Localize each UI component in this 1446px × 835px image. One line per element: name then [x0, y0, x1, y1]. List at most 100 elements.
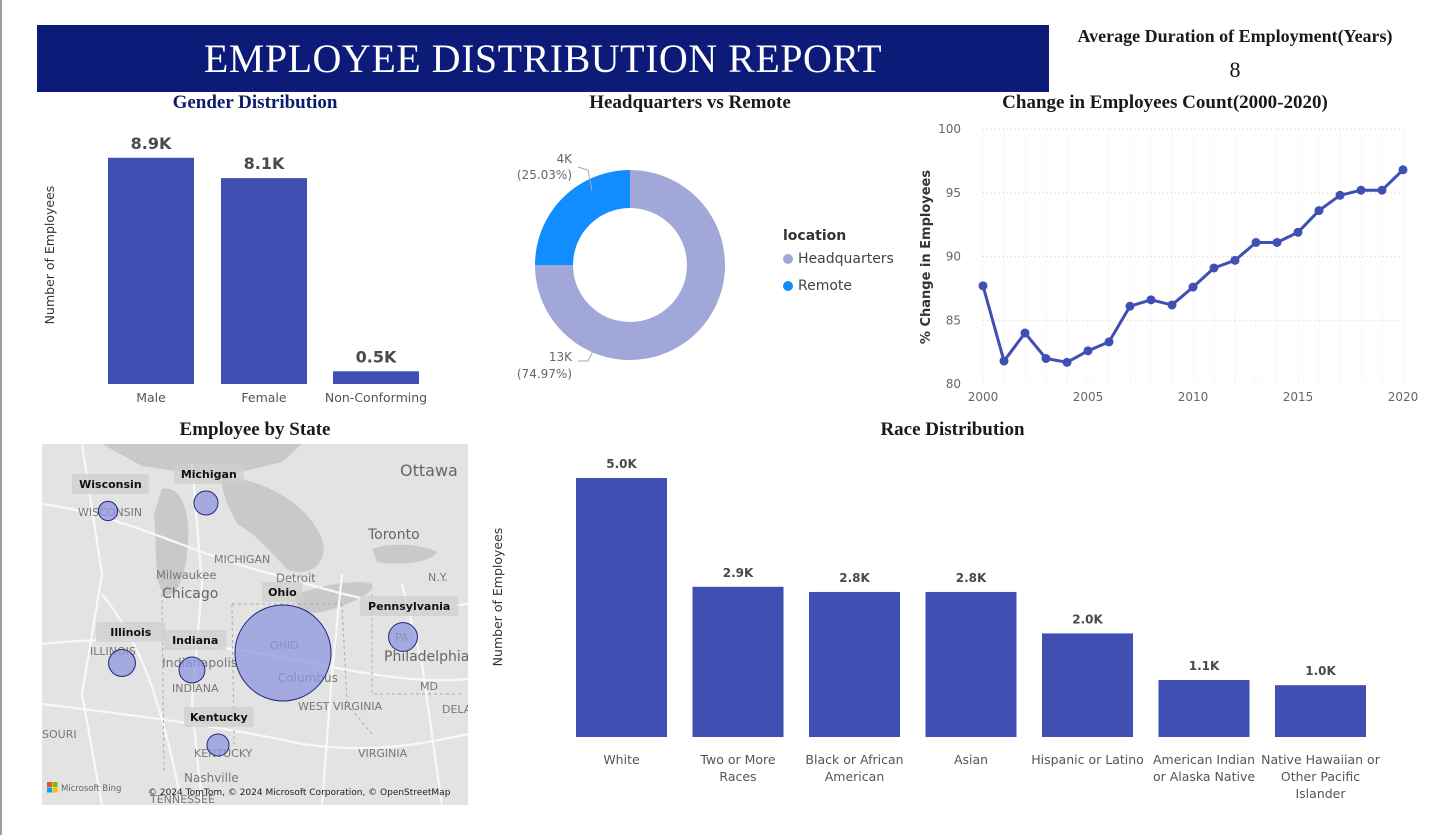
change-point-2014[interactable] [1272, 237, 1282, 247]
change-point-2005[interactable] [1083, 346, 1093, 356]
bubble-label-bg [72, 474, 149, 494]
y-tick-label: 100 [938, 122, 961, 136]
y-tick-label: 95 [946, 186, 961, 200]
bubble-label-kentucky: Kentucky [190, 711, 248, 724]
change-point-2002[interactable] [1020, 328, 1030, 338]
bubble-label-bg [360, 596, 459, 616]
change-point-2020[interactable] [1398, 165, 1408, 175]
change-point-2010[interactable] [1188, 282, 1198, 292]
race-category-line: Native Hawaiian or [1261, 752, 1381, 767]
race-category-line: Races [719, 769, 756, 784]
legend-item-remote[interactable]: Remote [783, 278, 894, 294]
change-point-2001[interactable] [999, 356, 1009, 366]
change-point-2009[interactable] [1167, 300, 1177, 310]
logo-square [52, 787, 58, 793]
bubble-indiana[interactable] [178, 656, 206, 684]
x-tick-label: 2015 [1283, 390, 1314, 404]
race-bar-hispanic-or-latino[interactable] [1042, 633, 1133, 737]
race-category-line: Islander [1295, 786, 1346, 801]
change-chart-title: Change in Employees Count(2000-2020) [1002, 92, 1328, 113]
race-category-label: Black or African American [805, 752, 903, 784]
lake-erie [295, 582, 373, 613]
change-point-2003[interactable] [1041, 354, 1051, 363]
map-state-border [341, 603, 348, 705]
change-line-chart: 80 85 90 95 100 2000 2005 2010 2015 2020 % Change … [919, 122, 1419, 404]
bubble-label-indiana: Indiana [172, 634, 218, 647]
race-bar-chart: 5.0K White 2.9K Two or More Races 2.8K Black o… [490, 457, 1381, 801]
race-bar-black-or-african-american[interactable] [809, 591, 900, 737]
race-bar-asian[interactable] [925, 591, 1017, 737]
race-category-label: Two or More Races [699, 752, 775, 784]
change-point-2015[interactable] [1293, 227, 1303, 237]
map-road [101, 593, 184, 805]
bubble-illinois[interactable] [108, 649, 136, 677]
bubble-label-wisconsin: Wisconsin [79, 478, 142, 491]
location-chart-title: Headquarters vs Remote [589, 92, 791, 113]
race-category-line: Hispanic or Latino [1031, 752, 1144, 767]
y-tick-label: 80 [946, 377, 961, 391]
map-place-indiana: INDIANA [172, 682, 219, 695]
change-point-2007[interactable] [1125, 301, 1135, 311]
change-point-2011[interactable] [1209, 263, 1219, 273]
gender-y-axis-label: Number of Employees [42, 186, 57, 325]
bubble-label-bg [174, 464, 244, 484]
bubble-label-bg [96, 622, 166, 642]
map-place-philadelphia: Philadelphia [384, 649, 468, 665]
legend-item-headquarters[interactable]: Headquarters [783, 251, 894, 267]
change-point-2019[interactable] [1377, 185, 1387, 195]
bubble-label-illinois: Illinois [110, 626, 152, 639]
change-point-2017[interactable] [1335, 190, 1345, 200]
change-point-2004[interactable] [1062, 357, 1072, 367]
gender-bar-chart: 8.9K Male 8.1K Female 0.5K Non-Conforming Numb… [42, 134, 427, 405]
map-place-milwaukee: Milwaukee [156, 568, 216, 582]
race-category-line: or Alaska Native [1153, 769, 1255, 784]
kpi-label: Average Duration of Employment(Years) [1077, 26, 1393, 46]
race-bar-two-or-more-races[interactable] [692, 586, 784, 737]
change-point-2008[interactable] [1146, 295, 1156, 305]
race-bar-white[interactable] [576, 478, 667, 737]
race-bar-american-indian-or-alaska-native[interactable] [1158, 680, 1250, 737]
change-y-axis-label: % Change in Employees [919, 170, 934, 344]
location-donut-chart: 4K (25.03%) 13K (74.97%) [517, 152, 725, 381]
hq-pct-label: (74.97%) [517, 367, 572, 381]
bubble-ohio[interactable] [234, 604, 332, 702]
x-tick-label: 2020 [1388, 390, 1419, 404]
bing-logo [47, 782, 58, 793]
gender-bar-female[interactable] [221, 178, 307, 384]
bubble-kentucky[interactable] [206, 733, 230, 757]
donut-slice-remote[interactable] [535, 170, 630, 266]
change-point-2000[interactable] [978, 281, 988, 291]
donut-slice-headquarters[interactable] [535, 170, 725, 360]
map-attribution[interactable]: © 2024 TomTom, © 2024 Microsoft Corporat… [148, 788, 451, 798]
bubble-label-ohio: Ohio [268, 586, 297, 599]
change-point-2012[interactable] [1230, 255, 1240, 265]
race-category-line: White [603, 752, 640, 767]
change-point-2013[interactable] [1251, 237, 1261, 247]
change-point-2016[interactable] [1314, 206, 1324, 216]
location-legend: location Headquarters Remote [783, 228, 894, 305]
change-point-2018[interactable] [1356, 185, 1366, 195]
map-place-n-y: N.Y. [428, 571, 448, 584]
race-category-line: Two or More [699, 752, 775, 767]
bubble-michigan[interactable] [193, 490, 219, 516]
lake-huron [221, 474, 324, 573]
map-road [320, 573, 344, 805]
change-point-2006[interactable] [1104, 337, 1114, 347]
race-data-label: 2.9K [723, 566, 754, 580]
state-bubble-map[interactable]: OttawaTorontoWISCONSINMICHIGANMilwaukeeC… [42, 444, 468, 805]
gender-bar-male[interactable] [108, 157, 194, 384]
race-data-label: 1.1K [1189, 659, 1220, 673]
remote-pct-label: (25.03%) [517, 168, 572, 182]
gender-bar-non-conforming[interactable] [333, 371, 419, 384]
legend-label-headquarters: Headquarters [798, 251, 894, 267]
logo-square [47, 782, 52, 787]
race-bar-native-hawaiian-or-other-pacific-islander[interactable] [1275, 685, 1366, 737]
bubble-pennsylvania[interactable] [388, 622, 418, 652]
map-place-michigan: MICHIGAN [214, 553, 270, 566]
legend-swatch-remote [783, 281, 793, 291]
lake-ontario [372, 544, 437, 564]
race-category-label: American Indian or Alaska Native [1153, 752, 1255, 784]
map-place-detroit: Detroit [276, 571, 316, 585]
race-category-label: Native Hawaiian or Other Pacific Islander [1261, 752, 1381, 801]
bubble-wisconsin[interactable] [97, 500, 119, 522]
